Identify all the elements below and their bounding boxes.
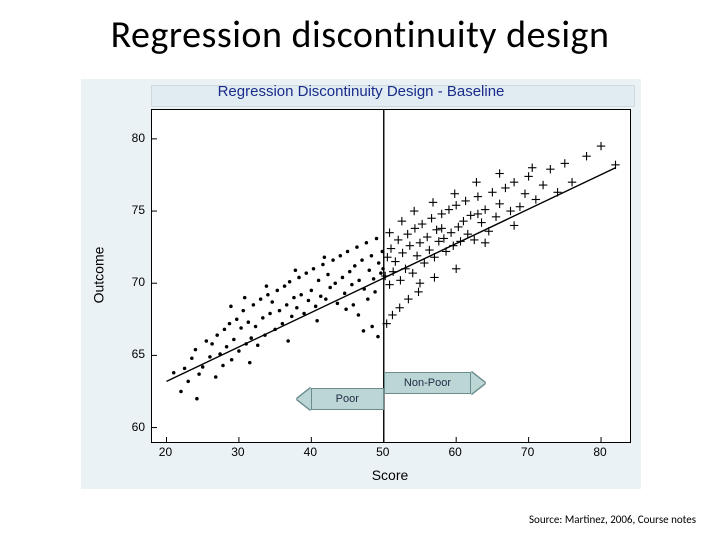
x-tick-label: 40 <box>304 445 317 459</box>
plot-svg <box>152 110 630 442</box>
plot-area: PoorNon-Poor <box>151 109 631 443</box>
y-tick-label: 70 <box>121 275 145 289</box>
x-tick-label: 50 <box>376 445 389 459</box>
y-tick-label: 75 <box>121 203 145 217</box>
x-tick-label: 30 <box>231 445 244 459</box>
slide-title: Regression discontinuity design <box>0 12 720 58</box>
x-tick-label: 60 <box>448 445 461 459</box>
chart-title: Regression Discontinuity Design - Baseli… <box>81 83 641 100</box>
y-axis-title: Outcome <box>89 109 107 441</box>
slide: Regression discontinuity design Regressi… <box>0 0 720 540</box>
y-tick-label: 60 <box>121 420 145 434</box>
y-tick-label: 80 <box>121 131 145 145</box>
x-tick-label: 80 <box>593 445 606 459</box>
x-axis-title: Score <box>151 467 629 483</box>
y-tick-label: 65 <box>121 347 145 361</box>
chart-container: Regression Discontinuity Design - Baseli… <box>80 78 642 490</box>
x-tick-label: 70 <box>521 445 534 459</box>
x-tick-label: 20 <box>159 445 172 459</box>
y-axis-label: Outcome <box>90 247 106 304</box>
source-note: Source: Martinez, 2006, Course notes <box>529 513 696 526</box>
